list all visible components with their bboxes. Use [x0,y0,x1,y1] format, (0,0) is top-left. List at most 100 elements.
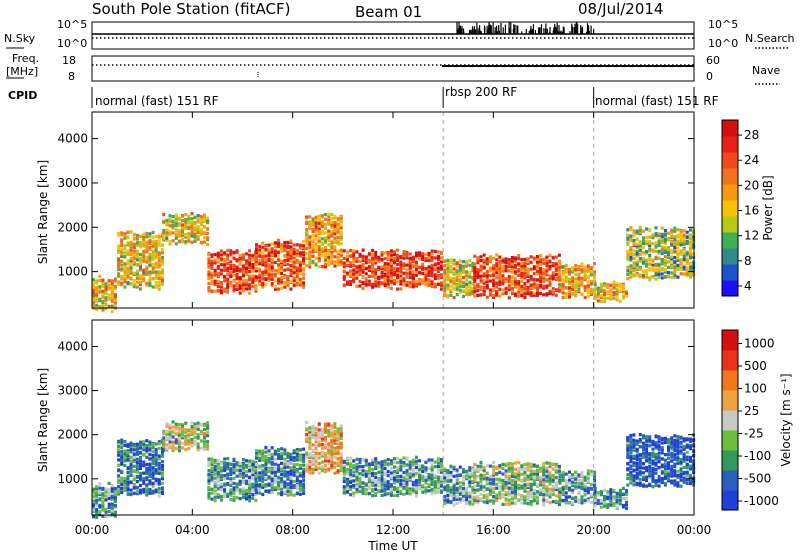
echo-cell [539,261,543,265]
echo-cell [251,263,255,267]
echo-cell [181,213,184,218]
echo-cell [386,252,390,256]
echo-cell [238,287,242,291]
echo-cell [148,448,152,452]
echo-cell [295,449,299,454]
echo-cell [358,472,362,476]
echo-cell [342,277,346,281]
echo-cell [277,258,280,262]
echo-cell [396,287,400,291]
echo-cell [254,498,258,502]
echo-cell [277,468,280,472]
echo-cell [324,231,327,235]
echo-cell [174,447,178,451]
echo-cell [187,436,191,440]
echo-cell [142,242,146,246]
echo-cell [248,459,252,463]
echo-cell [154,457,158,461]
echo-cell [289,251,293,255]
echo-cell [333,449,337,453]
echo-cell [129,252,133,256]
echo-cell [135,490,139,494]
echo-cell [593,290,596,294]
echo-cell [161,282,164,286]
echo-cell [371,483,375,487]
echo-cell [308,445,312,449]
echo-cell [139,446,142,450]
echo-cell [689,233,692,237]
echo-cell [148,253,152,257]
echo-cell [536,289,539,293]
echo-cell [621,284,625,288]
echo-cell [277,464,280,468]
echo-cell [241,495,245,499]
echo-cell [358,259,362,263]
echo-cell [280,466,284,470]
echo-cell [626,255,630,259]
echo-cell [465,285,469,289]
echo-cell [235,258,239,262]
echo-cell [223,257,227,262]
echo-cell [142,251,146,255]
echo-cell [377,480,381,484]
echo-cell [520,264,524,268]
echo-cell [327,232,331,236]
echo-cell [635,266,639,270]
echo-cell [336,250,340,254]
echo-cell [352,464,356,468]
echo-cell [498,261,502,265]
echo-cell [139,252,142,257]
echo-cell [258,275,262,279]
echo-cell [660,247,664,251]
echo-cell [574,286,578,290]
echo-cell [449,293,453,297]
echo-cell [689,247,692,251]
echo-cell [618,289,622,293]
echo-cell [670,271,674,275]
echo-cell [482,272,486,276]
echo-cell [393,266,396,270]
echo-cell [488,269,492,273]
echo-cell [286,240,290,245]
echo-cell [210,289,214,293]
echo-cell [479,278,483,282]
echo-cell [333,436,337,440]
echo-cell [327,243,331,247]
echo-cell [330,424,334,428]
echo-cell [117,463,121,467]
echo-cell [129,271,133,275]
echo-cell [635,246,639,250]
echo-cell [216,474,220,478]
echo-cell [551,255,555,259]
echo-cell [264,483,268,487]
echo-cell [580,292,584,296]
echo-cell [443,264,447,268]
echo-cell [593,288,597,292]
echo-cell [320,437,324,441]
echo-cell [411,282,415,286]
echo-cell [302,261,306,265]
echo-cell [95,297,99,301]
echo-cell [501,292,505,296]
echo-cell [648,228,652,232]
echo-cell [402,486,406,490]
echo-cell [142,259,146,263]
echo-cell [539,273,543,277]
echo-cell [206,440,210,444]
echo-cell [618,282,622,286]
echo-cell [471,281,475,285]
echo-cell [349,472,353,477]
echo-cell [154,243,158,247]
echo-cell [632,264,636,268]
echo-cell [421,464,425,468]
echo-cell [657,239,661,244]
echo-cell [526,292,530,296]
echo-cell [142,460,146,464]
echo-cell [548,274,552,278]
echo-cell [336,236,340,240]
echo-cell [267,243,271,247]
echo-cell [545,269,549,273]
echo-cell [458,268,462,272]
echo-cell [126,444,130,448]
echo-cell [320,237,324,241]
